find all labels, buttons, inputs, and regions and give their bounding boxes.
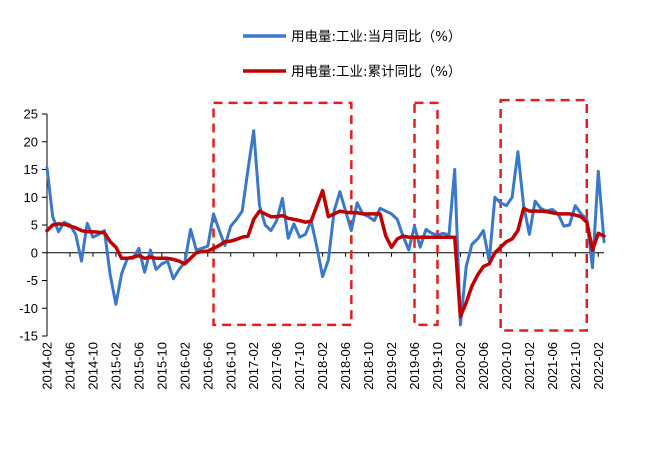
highlight-box-2	[413, 101, 439, 327]
legend-label-monthly: 用电量:工业:当月同比（%）	[291, 29, 461, 45]
x-tick-label: 2017-10	[292, 342, 307, 390]
y-tick-label: 25	[24, 107, 38, 122]
x-tick-label: 2015-06	[131, 342, 146, 390]
x-tick-label: 2014-06	[62, 342, 77, 390]
x-tick-label: 2018-10	[361, 342, 376, 390]
x-tick-label: 2019-06	[407, 342, 422, 390]
x-tick-label: 2020-06	[476, 342, 491, 390]
axes: -15 -10 -5 0 5 10 15 20 25 2014-02 2014-06 2014-10 2…	[19, 107, 606, 390]
y-tick-label: 15	[24, 162, 38, 177]
x-tick-label: 2019-10	[430, 342, 445, 390]
y-tick-label: -5	[26, 273, 38, 288]
x-tick-label: 2020-10	[499, 342, 514, 390]
legend: 用电量:工业:当月同比（%） 用电量:工业:累计同比（%）	[243, 29, 461, 80]
y-tick-label: 5	[31, 218, 38, 233]
x-tick-label: 2015-10	[154, 342, 169, 390]
y-tick-label: -10	[19, 301, 38, 316]
x-tick-label: 2020-02	[453, 342, 468, 390]
x-tick-label: 2018-02	[315, 342, 330, 390]
x-tick-label: 2014-10	[85, 342, 100, 390]
x-tick-label: 2014-02	[40, 342, 55, 390]
legend-label-cumulative: 用电量:工业:累计同比（%）	[291, 64, 461, 80]
series-lines	[45, 129, 606, 327]
x-tick-label: 2017-02	[246, 342, 261, 390]
y-tick-label: 20	[24, 134, 38, 149]
x-tick-label: 2022-02	[591, 342, 606, 390]
highlight-box-3	[499, 98, 589, 332]
x-tick-label: 2017-06	[269, 342, 284, 390]
series-line-cumulative-yoy	[45, 188, 606, 319]
x-tick-label: 2021-06	[545, 342, 560, 390]
x-tick-label: 2016-10	[223, 342, 238, 390]
y-tick-label: 10	[24, 190, 38, 205]
x-tick-label: 2015-02	[108, 342, 123, 390]
x-tick-label: 2019-02	[384, 342, 399, 390]
y-tick-label: -15	[19, 329, 38, 344]
y-tick-label: 0	[31, 245, 38, 260]
x-tick-label: 2016-02	[177, 342, 192, 390]
x-tick-label: 2016-06	[200, 342, 215, 390]
x-tick-label: 2021-10	[568, 342, 583, 390]
series-line-monthly-yoy	[45, 129, 606, 327]
x-tick-label: 2018-06	[338, 342, 353, 390]
x-tick-label: 2021-02	[522, 342, 537, 390]
